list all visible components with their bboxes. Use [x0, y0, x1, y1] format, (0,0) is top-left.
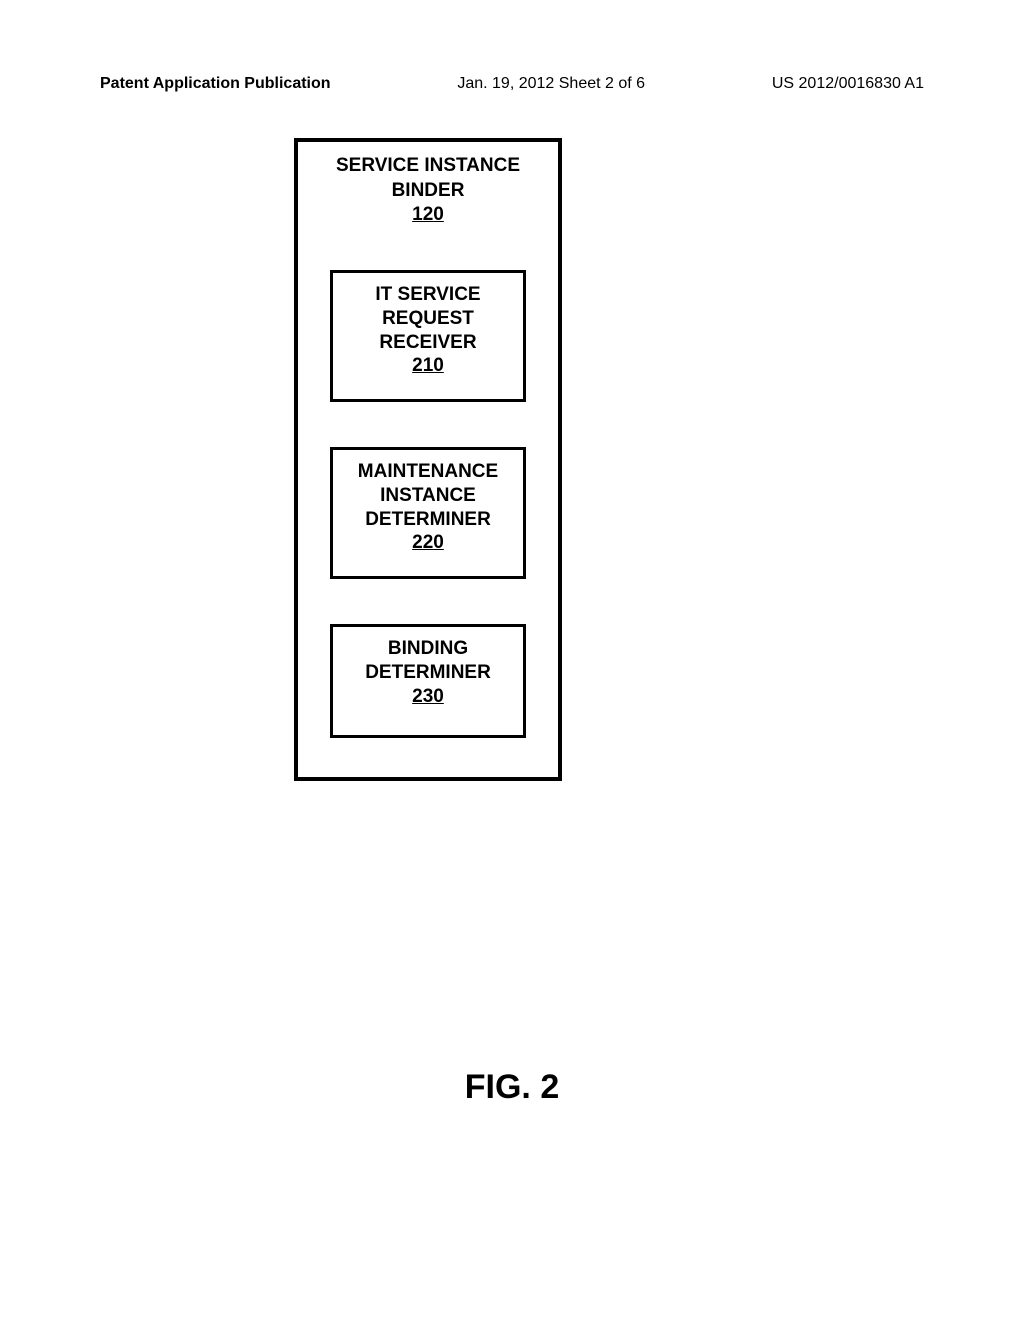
box2-line2: INSTANCE [380, 485, 476, 506]
service-instance-binder-box: SERVICE INSTANCE BINDER 120 IT SERVICE R… [294, 138, 562, 781]
box3-line1: BINDING [388, 638, 468, 659]
it-service-request-receiver-box: IT SERVICE REQUEST RECEIVER 210 [330, 270, 526, 402]
box1-line3: RECEIVER [379, 332, 476, 353]
box3-ref: 230 [412, 686, 444, 707]
box2-line3: DETERMINER [365, 509, 491, 530]
outer-box-title: SERVICE INSTANCE BINDER 120 [298, 154, 558, 228]
maintenance-instance-determiner-box: MAINTENANCE INSTANCE DETERMINER 220 [330, 447, 526, 579]
box3-line2: DETERMINER [365, 662, 491, 683]
box1-line2: REQUEST [382, 308, 474, 329]
header-patent-number: US 2012/0016830 A1 [772, 75, 924, 93]
figure-label: FIG. 2 [0, 1068, 1024, 1107]
binding-determiner-box: BINDING DETERMINER 230 [330, 624, 526, 738]
outer-box-ref: 120 [412, 204, 444, 225]
box2-line1: MAINTENANCE [358, 461, 498, 482]
box1-ref: 210 [412, 355, 444, 376]
outer-title-line2: BINDER [392, 180, 465, 201]
box1-line1: IT SERVICE [375, 284, 480, 305]
page-header: Patent Application Publication Jan. 19, … [100, 75, 924, 93]
box2-ref: 220 [412, 532, 444, 553]
outer-title-line1: SERVICE INSTANCE [336, 155, 520, 176]
header-date-sheet: Jan. 19, 2012 Sheet 2 of 6 [457, 75, 645, 93]
header-publication: Patent Application Publication [100, 75, 331, 93]
